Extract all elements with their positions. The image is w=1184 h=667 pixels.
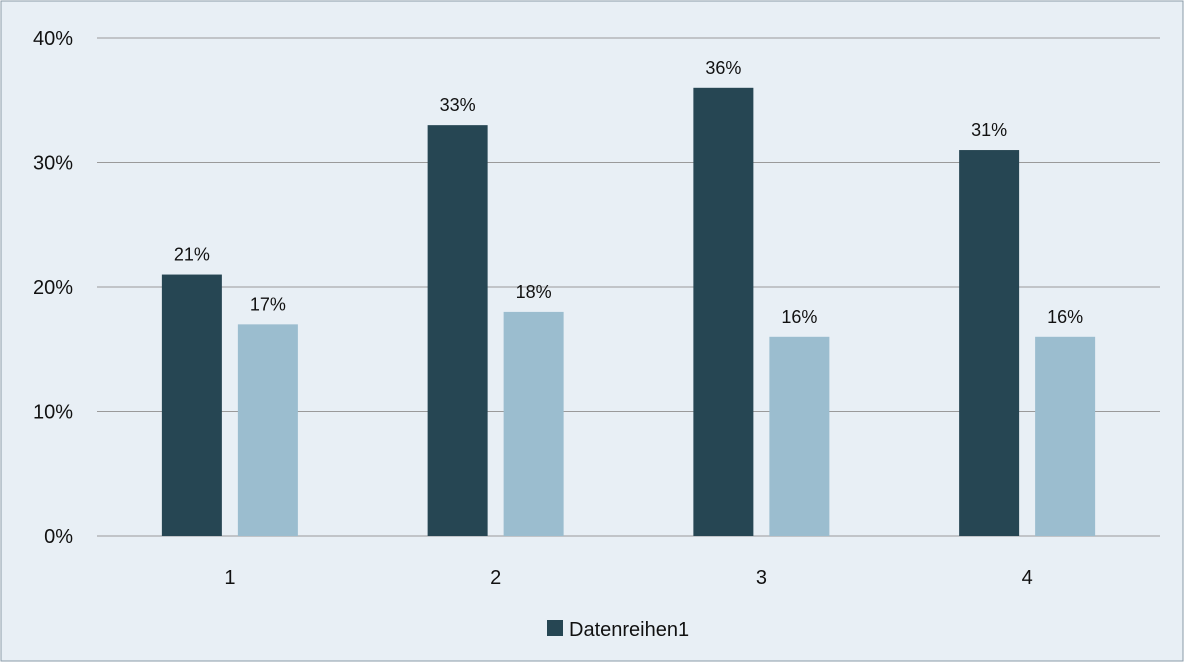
bar-series-2-cat-4 xyxy=(1035,336,1096,536)
bar-series-2-cat-2 xyxy=(503,311,564,536)
data-label-series-2-cat-3: 16% xyxy=(781,307,817,327)
data-label-series-2-cat-1: 17% xyxy=(250,294,286,314)
y-tick-label: 10% xyxy=(33,402,73,424)
legend: Datenreihen1 xyxy=(547,619,689,641)
data-label-series-2-cat-4: 16% xyxy=(1047,307,1083,327)
y-tick-label: 20% xyxy=(33,277,73,299)
x-category-label: 3 xyxy=(756,567,767,589)
legend-label-series-1: Datenreihen1 xyxy=(569,619,689,641)
bar-series-1-cat-2 xyxy=(427,125,488,537)
y-tick-label: 0% xyxy=(44,526,73,548)
data-label-series-1-cat-4: 31% xyxy=(971,120,1007,140)
data-label-series-1-cat-2: 33% xyxy=(440,95,476,115)
y-axis-tick-labels: 0% 10% 20% 30% 40% xyxy=(33,28,73,548)
bar-series-2-cat-1 xyxy=(237,324,298,536)
bar-series-1-cat-1 xyxy=(161,274,222,536)
legend-swatch-series-1 xyxy=(547,620,563,636)
bar-series-1-cat-3 xyxy=(693,87,754,537)
x-category-label: 2 xyxy=(490,567,501,589)
bar-series-1-cat-4 xyxy=(959,150,1020,537)
x-category-label: 1 xyxy=(224,567,235,589)
data-label-series-1-cat-3: 36% xyxy=(705,58,741,78)
data-label-series-1-cat-1: 21% xyxy=(174,245,210,265)
data-labels: 21% 17% 33% 18% 36% 16% 31% 16% xyxy=(174,58,1083,327)
x-axis-category-labels: 1 2 3 4 xyxy=(224,567,1032,589)
x-category-label: 4 xyxy=(1022,567,1033,589)
data-label-series-2-cat-2: 18% xyxy=(516,282,552,302)
bar-series-2-cat-3 xyxy=(769,336,830,536)
y-tick-label: 40% xyxy=(33,28,73,50)
y-tick-label: 30% xyxy=(33,153,73,175)
bars xyxy=(161,87,1096,537)
